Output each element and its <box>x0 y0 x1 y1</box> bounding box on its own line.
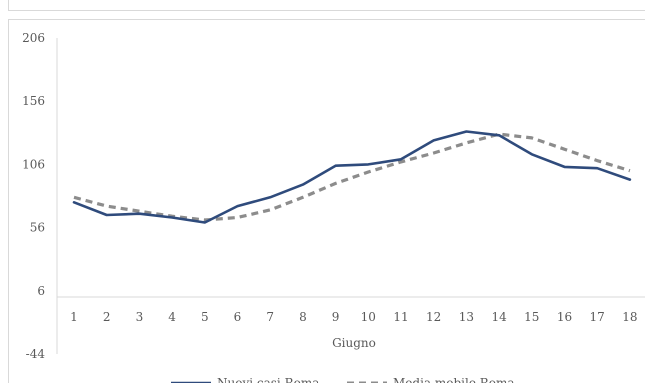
x-tick-label: 3 <box>136 310 144 324</box>
x-tick-label: 8 <box>299 310 307 324</box>
x-tick-label: 11 <box>393 310 408 324</box>
chart-panel: -44 6 56 106 156 206 1 2 3 4 5 6 7 8 9 10 11 12 13 14 15 16 1… <box>8 19 645 383</box>
legend-label: Nuovi casi Roma <box>217 376 319 383</box>
y-tick-label: 206 <box>22 31 45 45</box>
legend-label: Media mobile Roma <box>393 376 515 383</box>
x-tick-label: 18 <box>622 310 637 324</box>
series-line <box>73 132 631 222</box>
x-tick-label: 10 <box>361 310 376 324</box>
previous-chart-panel <box>8 0 645 11</box>
y-axis: -44 6 56 106 156 206 <box>22 31 58 361</box>
x-tick-label: 1 <box>70 310 78 324</box>
x-axis: 1 2 3 4 5 6 7 8 9 10 11 12 13 14 15 16 17 18 <box>57 296 645 324</box>
x-axis-label: Giugno <box>332 336 376 350</box>
x-tick-label: 2 <box>103 310 111 324</box>
x-tick-label: 4 <box>168 310 176 324</box>
x-tick-label: 13 <box>459 310 474 324</box>
x-tick-label: 7 <box>266 310 274 324</box>
x-tick-label: 9 <box>332 310 340 324</box>
x-tick-label: 14 <box>491 310 507 324</box>
y-tick-label: -44 <box>26 347 46 361</box>
x-tick-label: 5 <box>201 310 209 324</box>
y-tick-label: 106 <box>22 157 45 171</box>
x-tick-label: 15 <box>524 310 539 324</box>
y-tick-label: 6 <box>37 284 45 298</box>
series-layer <box>72 130 632 224</box>
x-tick-label: 6 <box>234 310 242 324</box>
y-tick-label: 156 <box>22 94 45 108</box>
x-tick-label: 12 <box>426 310 441 324</box>
x-tick-label: 17 <box>590 310 605 324</box>
y-tick-label: 56 <box>30 221 45 235</box>
x-tick-label: 16 <box>557 310 572 324</box>
series-line <box>72 130 632 224</box>
legend: Nuovi casi Roma Media mobile Roma <box>171 376 515 383</box>
